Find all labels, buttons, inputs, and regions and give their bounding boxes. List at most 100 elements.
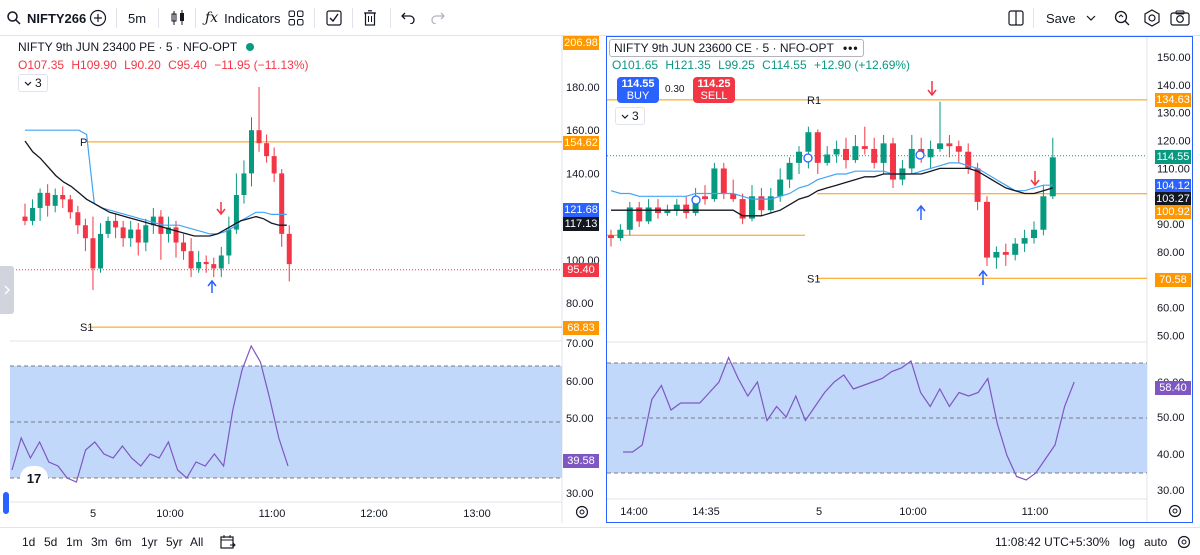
time-axis-label: 5 — [90, 508, 96, 520]
undo-button[interactable] — [401, 0, 415, 36]
buy-signal-arrow — [207, 279, 217, 293]
candle — [218, 255, 224, 269]
range-button-All[interactable]: All — [190, 535, 204, 549]
candle — [645, 207, 652, 222]
buy-signal-arrow — [978, 269, 988, 285]
candle — [181, 242, 187, 252]
range-button-1yr[interactable]: 1yr — [141, 535, 158, 549]
candle — [833, 148, 840, 155]
symbol-search[interactable]: NIFTY266 — [6, 0, 86, 36]
templates-button[interactable] — [288, 0, 304, 36]
candle — [617, 229, 624, 239]
indicators-label: Indicators — [224, 10, 281, 26]
candle — [90, 238, 96, 269]
range-button-5yr[interactable]: 5yr — [166, 535, 183, 549]
candle — [777, 179, 784, 197]
candle — [880, 143, 887, 163]
goto-date-button[interactable] — [220, 528, 236, 555]
candle — [211, 264, 217, 269]
compare-symbol-button[interactable] — [89, 0, 107, 36]
candle — [75, 212, 81, 226]
candle — [37, 192, 43, 208]
pane-resize-handle[interactable] — [3, 492, 9, 514]
candle — [993, 252, 1000, 258]
more-icon[interactable]: ••• — [842, 41, 859, 55]
layout-button[interactable] — [1008, 0, 1024, 36]
camera-icon — [1170, 10, 1190, 26]
quick-search-button[interactable] — [1113, 0, 1131, 36]
range-button-1m[interactable]: 1m — [66, 535, 83, 549]
delete-button[interactable] — [363, 0, 377, 36]
s1-label: S1 — [807, 273, 820, 285]
chart-pane-right[interactable]: 150.00 140.00 130.00 120.00 110.00 90.00 80.00… — [606, 36, 1193, 523]
range-button-5d[interactable]: 5d — [44, 535, 58, 549]
save-options-button[interactable] — [1086, 0, 1096, 36]
sell-button[interactable]: 114.25 SELL — [693, 77, 735, 103]
candle — [98, 233, 103, 269]
price-axis-label: 110.00 — [1157, 163, 1190, 175]
symbol-title[interactable]: NIFTY 9th JUN 23400 PE · 5 · NFO-OPT — [18, 40, 237, 54]
candle — [249, 130, 254, 174]
rsi-axis-label: 30.00 — [1157, 485, 1185, 497]
low-value: L90.20 — [124, 58, 161, 72]
zoom-search-icon — [1114, 10, 1130, 26]
range-button-1d[interactable]: 1d — [22, 535, 36, 549]
candle — [739, 199, 746, 219]
price-tag-s1: 70.58 — [1155, 273, 1191, 287]
right-chart-canvas[interactable]: 150.00 140.00 130.00 120.00 110.00 90.00 80.00… — [607, 37, 1191, 521]
price-axis-label: 80.00 — [566, 298, 594, 310]
price-axis-label: 180.00 — [566, 82, 600, 94]
toolbar-divider — [195, 8, 196, 28]
auto-toggle[interactable]: auto — [1144, 535, 1168, 549]
alert-button[interactable] — [326, 0, 342, 36]
legend-title-box[interactable]: NIFTY 9th JUN 23600 CE · 5 · NFO-OPT ••• — [609, 39, 864, 57]
percent-toggle[interactable]: % — [1099, 535, 1110, 549]
time-axis-label: 11:00 — [259, 508, 286, 520]
settings-icon — [1144, 9, 1160, 27]
indicators-toggle[interactable]: 3 — [18, 74, 48, 92]
range-button-3m[interactable]: 3m — [91, 535, 108, 549]
axis-settings-button[interactable] — [574, 504, 590, 525]
interval-button[interactable]: 5m — [128, 10, 147, 26]
indicators-toggle[interactable]: 3 — [615, 107, 645, 125]
candle — [128, 229, 134, 239]
sidebar-expand-handle[interactable] — [0, 266, 14, 314]
price-axis-label: 160.00 — [566, 125, 600, 137]
change-value: +12.90 (+12.69%) — [813, 58, 911, 72]
snapshot-button[interactable] — [1170, 0, 1190, 36]
legend-title-row: NIFTY 9th JUN 23400 PE · 5 · NFO-OPT — [18, 40, 255, 54]
candle — [664, 210, 671, 214]
toolbar-divider — [390, 8, 391, 28]
indicators-button[interactable]: ƒx Indicators — [205, 0, 280, 36]
candle — [767, 196, 774, 211]
signal-marker — [803, 153, 813, 163]
time-axis-label: 11:00 — [1022, 506, 1049, 518]
save-button[interactable]: Save — [1046, 10, 1076, 26]
price-tag-rsi: 39.58 — [563, 454, 599, 468]
chart-pane-left[interactable]: 180.00 160.00 140.00 100.00 80.00 P S1 70.00 60.… — [10, 36, 600, 523]
left-chart-canvas[interactable]: 180.00 160.00 140.00 100.00 80.00 P S1 70.00 60.… — [10, 36, 600, 523]
candle — [824, 154, 831, 163]
candle — [203, 261, 209, 265]
clock-label[interactable]: 11:08:42 UTC+5:30 — [995, 535, 1100, 549]
rsi-line — [623, 355, 1075, 481]
range-button-6m[interactable]: 6m — [115, 535, 132, 549]
rsi-axis-label: 70.00 — [566, 338, 594, 350]
redo-button[interactable] — [431, 0, 445, 36]
plus-circle-icon — [89, 9, 107, 27]
calendar-icon — [220, 535, 236, 549]
bottom-settings-button[interactable] — [1176, 528, 1192, 555]
buy-signal-arrow — [916, 204, 926, 220]
settings-button[interactable] — [1143, 0, 1161, 36]
candle — [730, 193, 737, 200]
close-value: C114.55 — [762, 58, 807, 72]
axis-settings-button[interactable] — [1167, 503, 1183, 524]
candle-style-button[interactable] — [170, 0, 186, 36]
candle — [955, 146, 962, 152]
price-tag-ma: 103.27 — [1155, 192, 1191, 206]
candle — [67, 199, 73, 213]
log-toggle[interactable]: log — [1119, 535, 1136, 549]
buy-button[interactable]: 114.55 BUY — [617, 77, 659, 103]
candle — [279, 173, 285, 234]
price-axis-label: 120.00 — [1157, 136, 1191, 148]
